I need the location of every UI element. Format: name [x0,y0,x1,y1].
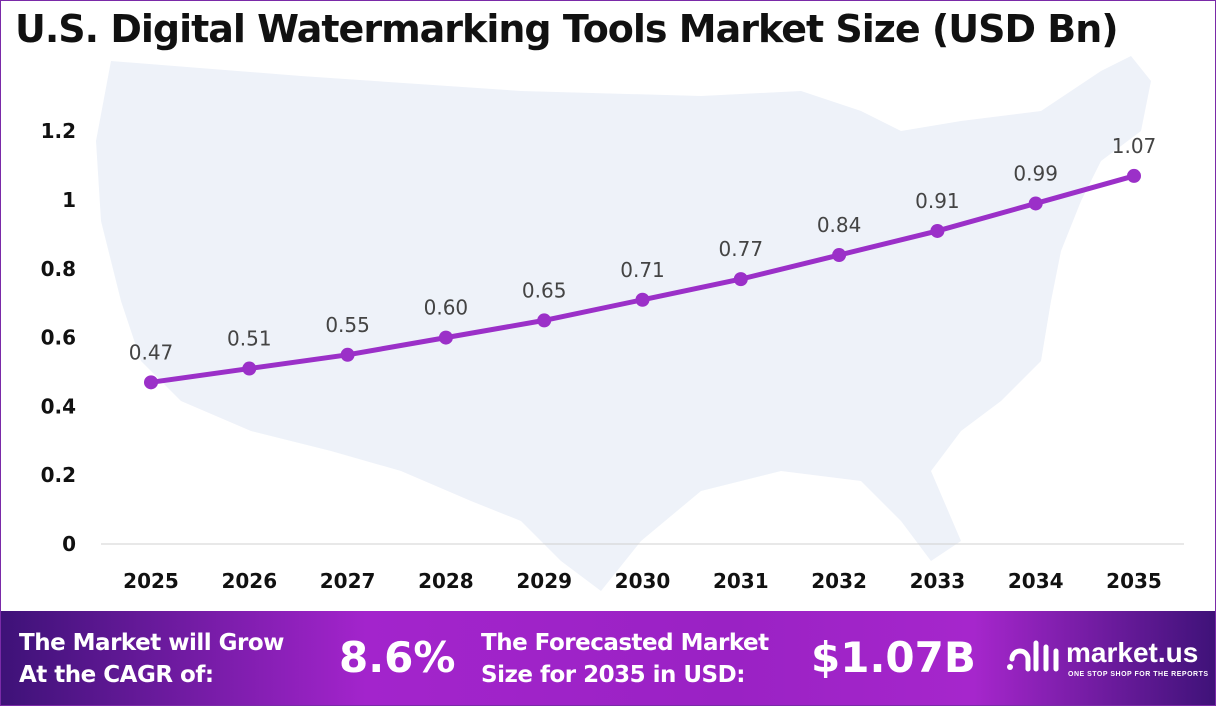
data-label: 0.99 [1013,161,1058,185]
logo-name: market.us [1066,637,1199,668]
data-point [733,272,748,287]
summary-banner: The Market will Grow At the CAGR of: 8.6%… [1,611,1215,705]
data-label: 0.60 [424,296,469,320]
data-label: 0.51 [227,327,272,351]
forecast-label-line1: The Forecasted Market [481,630,769,656]
data-point [930,223,945,238]
cagr-label: The Market will Grow At the CAGR of: [19,627,284,691]
data-label: 0.91 [915,189,960,213]
y-tick-label: 0.6 [41,326,76,350]
x-tick-label: 2031 [713,569,769,593]
data-point [1028,196,1043,211]
line-chart: 0 0.2 0.4 0.6 0.8 1 1.2 2025 2026 2027 2028 2029 203… [41,56,1184,593]
data-label: 0.55 [325,313,370,337]
y-tick-label: 1.2 [41,119,76,143]
data-point [438,330,453,345]
cagr-label-line1: The Market will Grow [19,630,284,656]
x-tick-label: 2026 [221,569,277,593]
data-point [832,248,847,263]
x-tick-label: 2034 [1008,569,1064,593]
data-point [340,347,355,362]
x-tick-label: 2035 [1106,569,1162,593]
data-label: 0.71 [620,258,665,282]
data-label: 0.84 [817,213,862,237]
x-tick-label: 2025 [123,569,179,593]
logo-tagline: ONE STOP SHOP FOR THE REPORTS [1068,671,1209,678]
data-point [537,313,552,328]
data-label: 1.07 [1112,134,1157,158]
x-tick-label: 2029 [516,569,572,593]
data-point [144,375,158,390]
y-tick-label: 0.2 [41,463,76,487]
data-label: 0.77 [719,237,764,261]
cagr-label-line2: At the CAGR of: [19,662,214,688]
data-point [1127,168,1141,183]
forecast-value: $1.07B [811,633,976,682]
chart-title: U.S. Digital Watermarking Tools Market S… [15,7,1119,51]
cagr-value: 8.6% [339,633,456,682]
data-label: 0.47 [129,340,174,364]
data-label: 0.65 [522,278,567,302]
x-tick-label: 2027 [320,569,376,593]
y-tick-label: 1 [62,188,76,212]
y-tick-label: 0 [62,532,76,556]
x-tick-label: 2028 [418,569,474,593]
forecast-label: The Forecasted Market Size for 2035 in US… [481,627,769,691]
us-map-silhouette [96,56,1151,591]
data-point [242,361,257,376]
logo-icon [1007,640,1059,672]
data-point [635,292,650,307]
y-tick-label: 0.8 [41,257,76,281]
market-us-logo: market.us ONE STOP SHOP FOR THE REPORTS [1006,637,1208,682]
forecast-label-line2: Size for 2035 in USD: [481,662,745,688]
x-tick-label: 2032 [811,569,867,593]
y-tick-label: 0.4 [41,394,76,418]
x-tick-label: 2030 [615,569,671,593]
x-tick-label: 2033 [910,569,966,593]
